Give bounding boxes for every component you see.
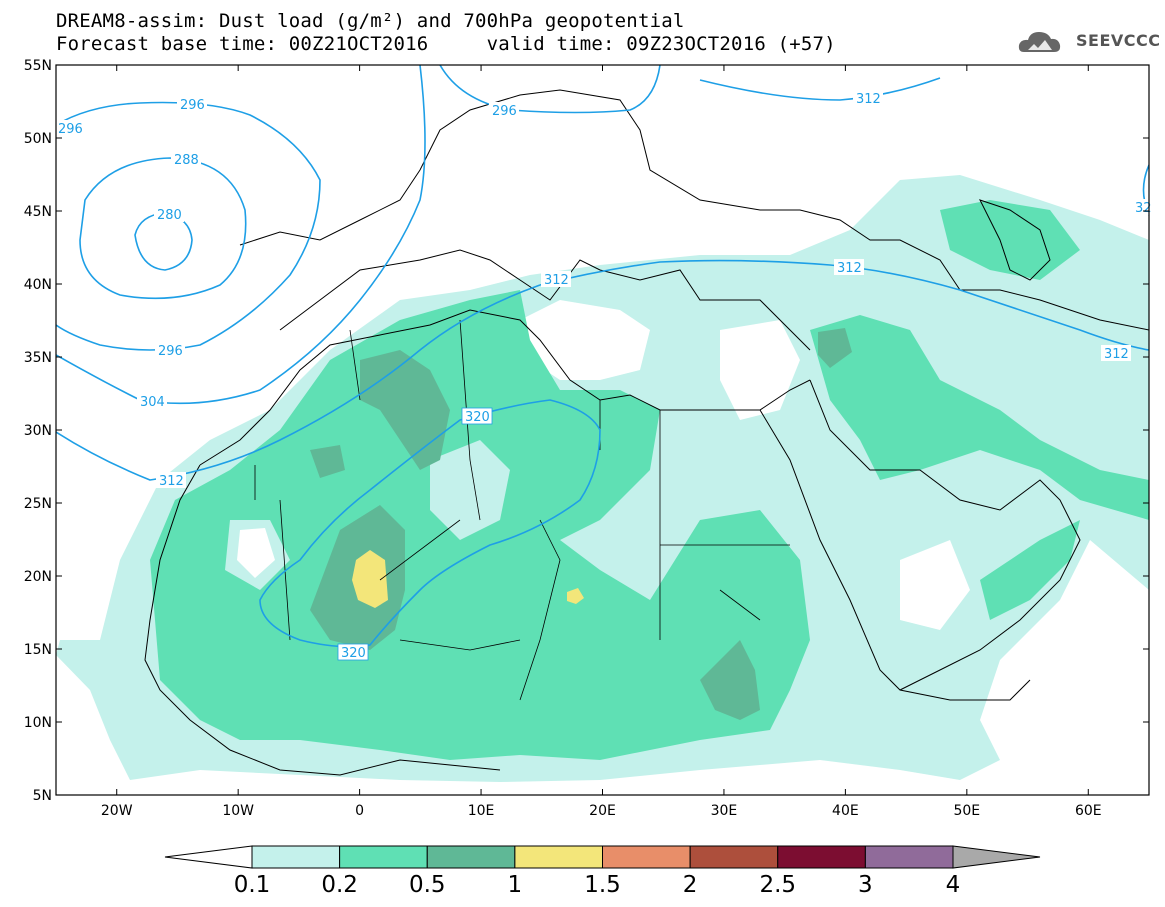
dust-region-medium [980, 520, 1080, 620]
colorbar-label: 0.5 [409, 872, 446, 898]
contour-label: 320 [465, 410, 490, 425]
lon-tick-label: 30E [711, 803, 738, 819]
coastline-arabia [809, 379, 1081, 691]
colorbar-swatch [514, 845, 603, 869]
lon-tick-label: 50E [953, 803, 980, 819]
contour-label: 32 [1135, 201, 1152, 216]
contour-label: 296 [180, 98, 205, 113]
contour-label: 304 [140, 395, 165, 410]
contour-296-north [439, 65, 661, 114]
lat-tick-label: 30N [24, 423, 52, 439]
lat-tick-label: 20N [24, 569, 52, 585]
dust-region-dense [310, 445, 345, 478]
dust-region-heavy [567, 588, 584, 604]
contour-label: 288 [174, 153, 199, 168]
colorbar-label: 0.2 [321, 872, 358, 898]
contour-label: 296 [158, 344, 183, 359]
lat-tick-label: 35N [24, 350, 52, 366]
dust-region-medium [940, 200, 1080, 280]
map-title: DREAM8-assim: Dust load (g/m²) and 700hP… [56, 10, 685, 32]
colorbar-low-arrow [164, 845, 253, 869]
dust-fill-layer [56, 175, 1149, 782]
lat-tick-label: 5N [33, 788, 52, 804]
lat-tick-label: 25N [24, 496, 52, 512]
lat-tick-label: 55N [24, 58, 52, 74]
lon-tick-label: 20W [101, 803, 133, 819]
contour-312-main [539, 259, 1149, 351]
colorbar-label: 0.1 [234, 872, 271, 898]
contour-label: 312 [159, 474, 184, 489]
lon-tick-label: 40E [832, 803, 859, 819]
dust-free-area [430, 440, 510, 540]
dust-free-area [660, 410, 740, 520]
contour-296-west [56, 101, 321, 351]
coastline-africa-north [199, 309, 811, 466]
colorbar-label: 3 [858, 872, 873, 898]
lat-tick-label: 10N [24, 715, 52, 731]
dust-region-dense [700, 640, 760, 720]
colorbar-swatch [251, 845, 341, 869]
colorbar-swatch [339, 845, 428, 869]
dust-region-medium [810, 315, 1149, 520]
colorbar-swatch [689, 845, 779, 869]
colorbar-label: 1.5 [584, 872, 621, 898]
colorbar-label: 1 [508, 872, 523, 898]
contour-312-west [56, 284, 541, 481]
contour-label: 280 [157, 208, 182, 223]
dust-free-area [900, 540, 970, 630]
contour-280 [134, 212, 193, 271]
colorbar-label: 2 [683, 872, 698, 898]
lat-tick-label: 50N [24, 131, 52, 147]
contour-label: 312 [837, 261, 862, 276]
contour-312-north [699, 77, 941, 101]
contour-label: 312 [1104, 347, 1129, 362]
dust-region-heavy [352, 550, 388, 608]
coastline-africa-west [144, 464, 501, 776]
contour-label: 296 [492, 104, 517, 119]
lat-tick-label: 40N [24, 277, 52, 293]
colorbar-swatch [777, 845, 866, 869]
geopotential-contours [56, 65, 1149, 648]
lon-tick-label: 10W [222, 803, 254, 819]
colorbar-swatch [602, 845, 691, 869]
dust-region-dense [360, 350, 450, 470]
colorbar: 0.1 0.2 0.5 1 1.5 2 2.5 3 4 [164, 845, 1041, 898]
dust-region-dense [818, 328, 852, 368]
cloud-icon [1018, 32, 1061, 52]
contour-label: 312 [544, 273, 569, 288]
map-subtitle: Forecast base time: 00Z21OCT2016 valid t… [56, 33, 836, 55]
dust-free-area [520, 300, 650, 380]
colorbar-swatch [426, 845, 516, 869]
lon-tick-label: 10E [468, 803, 495, 819]
lon-tick-label: 20E [589, 803, 616, 819]
lon-tick-label: 0 [355, 803, 364, 819]
logo-text: SEEVCCC [1076, 31, 1161, 50]
contour-label: 320 [341, 646, 366, 661]
colorbar-swatch [864, 845, 954, 869]
colorbar-label: 2.5 [759, 872, 796, 898]
contour-label: 312 [856, 92, 881, 107]
lon-tick-label: 60E [1075, 803, 1102, 819]
lat-tick-label: 15N [24, 642, 52, 658]
colorbar-high-arrow [952, 845, 1041, 869]
latitude-axis: 55N 50N 45N 40N 35N 30N 25N 20N 15N 10N 5N [24, 58, 1149, 804]
contour-label: 296 [58, 122, 83, 137]
contour-320 [259, 399, 601, 648]
contour-288 [79, 157, 247, 300]
longitude-axis: 20W 10W 0 10E 20E 30E 40E 50E 60E [101, 65, 1102, 819]
lat-tick-label: 45N [24, 204, 52, 220]
coastline-red-sea [759, 409, 1031, 701]
coastline-caspian [979, 199, 1051, 281]
dust-free-area [237, 528, 275, 578]
dust-free-area [720, 320, 800, 420]
colorbar-label: 4 [946, 872, 961, 898]
